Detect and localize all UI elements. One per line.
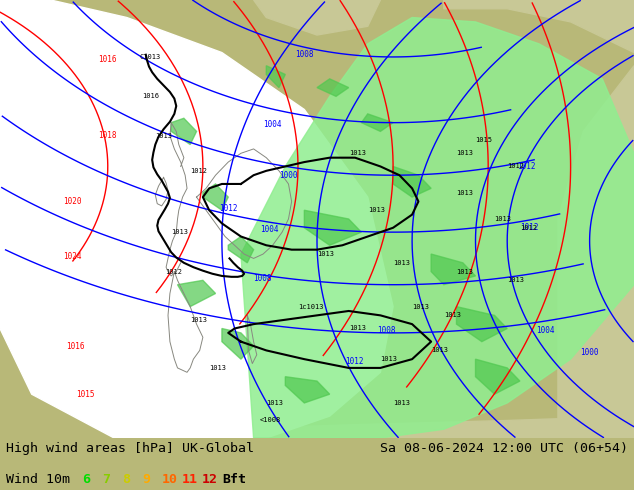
Text: 1016: 1016 (67, 342, 85, 350)
Text: 1000: 1000 (279, 171, 297, 180)
Polygon shape (317, 79, 349, 97)
Text: 1012: 1012 (520, 223, 538, 232)
Text: 1013: 1013 (507, 277, 524, 283)
Text: 1015: 1015 (476, 137, 493, 143)
Text: 1013: 1013 (209, 365, 226, 371)
Polygon shape (171, 118, 197, 145)
Text: Wind 10m: Wind 10m (6, 473, 70, 486)
Text: 1004: 1004 (260, 225, 278, 234)
Text: 12: 12 (202, 473, 218, 486)
Polygon shape (456, 307, 507, 342)
Text: 1013: 1013 (444, 312, 461, 318)
Polygon shape (266, 66, 285, 88)
Text: 1015: 1015 (76, 390, 94, 399)
Text: 1016: 1016 (143, 94, 160, 99)
Text: 1018: 1018 (98, 131, 117, 140)
Text: <1008: <1008 (260, 417, 281, 423)
Text: 1012: 1012 (165, 269, 182, 274)
Text: 1024: 1024 (63, 252, 82, 261)
Text: 1013: 1013 (393, 400, 410, 406)
Text: 1013: 1013 (349, 325, 366, 332)
Polygon shape (558, 66, 634, 438)
Text: 10: 10 (162, 473, 178, 486)
Polygon shape (285, 377, 330, 403)
Text: 1013: 1013 (190, 317, 207, 323)
Text: 1013: 1013 (412, 304, 429, 310)
Text: Bft: Bft (222, 473, 246, 486)
Text: 8: 8 (122, 473, 130, 486)
Text: 1008: 1008 (295, 50, 313, 59)
Text: 1013: 1013 (155, 133, 172, 139)
Text: 1012: 1012 (520, 225, 537, 231)
Polygon shape (222, 328, 254, 359)
Polygon shape (178, 280, 216, 307)
Text: 1c1013: 1c1013 (298, 304, 323, 310)
Text: 1013: 1013 (368, 207, 385, 213)
Text: Sa 08-06-2024 12:00 UTC (06+54): Sa 08-06-2024 12:00 UTC (06+54) (380, 442, 628, 455)
Text: 1013: 1013 (266, 400, 283, 406)
Text: 1012: 1012 (190, 168, 207, 174)
Text: C1013: C1013 (139, 54, 161, 60)
Text: 1012: 1012 (346, 357, 364, 366)
Text: 1013: 1013 (171, 229, 188, 235)
Polygon shape (476, 359, 520, 394)
Text: 1012: 1012 (219, 203, 237, 213)
Text: 1013: 1013 (495, 216, 512, 222)
Text: 1013: 1013 (431, 347, 448, 353)
Polygon shape (431, 254, 476, 285)
Text: High wind areas [hPa] UK-Global: High wind areas [hPa] UK-Global (6, 442, 254, 455)
Text: 1013: 1013 (349, 150, 366, 156)
Polygon shape (361, 114, 393, 131)
Polygon shape (241, 18, 634, 438)
Text: 1020: 1020 (63, 197, 82, 206)
Text: 1012: 1012 (517, 162, 535, 171)
Text: 1013: 1013 (380, 356, 398, 362)
Text: 1000: 1000 (580, 348, 598, 357)
Polygon shape (178, 416, 634, 438)
Text: 1013: 1013 (456, 150, 474, 156)
Polygon shape (304, 210, 361, 245)
Polygon shape (444, 0, 634, 52)
Text: 1012: 1012 (507, 164, 524, 170)
Text: 6: 6 (82, 473, 90, 486)
Text: 1016: 1016 (98, 54, 117, 64)
Text: 1004: 1004 (263, 121, 281, 129)
Polygon shape (393, 167, 431, 197)
Text: 1008: 1008 (254, 273, 272, 283)
Polygon shape (228, 237, 254, 263)
Text: 1013: 1013 (456, 190, 474, 196)
Text: 1013: 1013 (456, 269, 474, 274)
Polygon shape (254, 0, 380, 35)
Text: 1013: 1013 (317, 251, 334, 257)
Text: 9: 9 (142, 473, 150, 486)
Text: 1013: 1013 (393, 260, 410, 266)
Text: 1004: 1004 (536, 326, 554, 335)
Text: 11: 11 (182, 473, 198, 486)
Text: 1008: 1008 (377, 326, 396, 335)
Polygon shape (0, 0, 393, 438)
Polygon shape (203, 184, 228, 210)
Text: 7: 7 (102, 473, 110, 486)
